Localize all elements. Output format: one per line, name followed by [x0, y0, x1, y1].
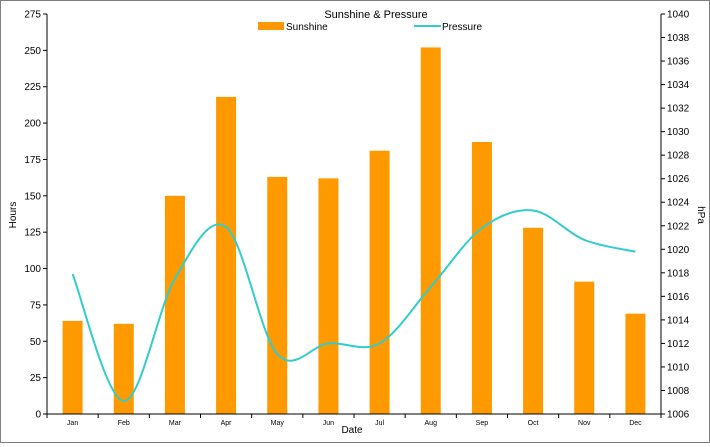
legend-label-sunshine: Sunshine	[286, 22, 328, 33]
y-axis-label: Hours	[8, 202, 19, 229]
y2-tick-label: 1022	[667, 221, 690, 232]
bar-jul	[369, 150, 390, 414]
x-tick-label-mar: Mar	[169, 420, 182, 427]
y-tick-label: 200	[24, 119, 41, 130]
x-tick-label-feb: Feb	[118, 420, 130, 427]
y-tick-label: 75	[30, 300, 42, 311]
legend-swatch-sunshine	[258, 22, 284, 30]
x-tick-label-nov: Nov	[578, 420, 591, 427]
bar-mar	[164, 195, 185, 414]
y2-tick-label: 1034	[667, 80, 690, 91]
y2-tick-label: 1008	[667, 386, 690, 397]
x-tick-label-apr: Apr	[221, 420, 233, 427]
y2-tick-label: 1010	[667, 362, 690, 373]
y-tick-label: 50	[30, 337, 42, 348]
y-tick-label: 125	[24, 228, 41, 239]
y2-tick-label: 1014	[667, 315, 690, 326]
y2-axis-label: hPa	[695, 206, 706, 224]
y-tick-label: 100	[24, 264, 41, 275]
y2-tick-label: 1030	[667, 127, 690, 138]
y-tick-label: 250	[24, 46, 41, 57]
y2-tick-label: 1012	[667, 339, 690, 350]
bar-oct	[523, 227, 544, 414]
y2-tick-label: 1028	[667, 151, 690, 162]
x-tick-label-oct: Oct	[528, 420, 539, 427]
x-tick-label-jul: Jul	[375, 420, 384, 427]
x-tick-label-may: May	[271, 420, 285, 427]
y2-tick-label: 1026	[667, 174, 690, 185]
bar-apr	[216, 96, 237, 414]
y-tick-label: 175	[24, 155, 41, 166]
x-tick-label-jan: Jan	[67, 420, 78, 427]
y2-tick-label: 1016	[667, 292, 690, 303]
y2-tick-label: 1038	[667, 33, 690, 44]
y2-tick-label: 1020	[667, 245, 690, 256]
y2-tick-label: 1018	[667, 268, 690, 279]
bar-feb	[113, 323, 134, 414]
bar-nov	[574, 281, 595, 414]
legend-label-pressure: Pressure	[442, 22, 482, 33]
y-tick-label: 275	[24, 10, 41, 21]
y2-tick-label: 1036	[667, 57, 690, 68]
y2-tick-label: 1032	[667, 104, 690, 115]
x-tick-label-dec: Dec	[629, 420, 642, 427]
y2-tick-label: 1006	[667, 410, 690, 421]
bar-sep	[471, 142, 492, 414]
x-tick-label-aug: Aug	[425, 420, 438, 427]
y2-tick-label: 1040	[667, 10, 690, 21]
plot-area: 0 25 50 75 100 125 150 175 200 225 250 275 1006 1008 1…	[24, 10, 689, 428]
bar-dec	[625, 313, 646, 414]
bar-jan	[62, 320, 83, 414]
y-tick-label: 0	[35, 410, 41, 421]
x-tick-label-jun: Jun	[323, 420, 334, 427]
y2-tick-label: 1024	[667, 198, 690, 209]
bar-aug	[420, 47, 441, 415]
pressure-line	[71, 209, 636, 403]
x-tick-label-sep: Sep	[476, 420, 489, 427]
legend: Sunshine Pressure	[258, 22, 482, 33]
chart-title: Sunshine & Pressure	[324, 9, 427, 21]
bar-may	[267, 176, 288, 414]
y-tick-label: 150	[24, 191, 41, 202]
x-axis-label: Date	[341, 425, 363, 436]
y-tick-label: 25	[30, 373, 42, 384]
bar-jun	[318, 178, 339, 414]
y-tick-label: 225	[24, 82, 41, 93]
